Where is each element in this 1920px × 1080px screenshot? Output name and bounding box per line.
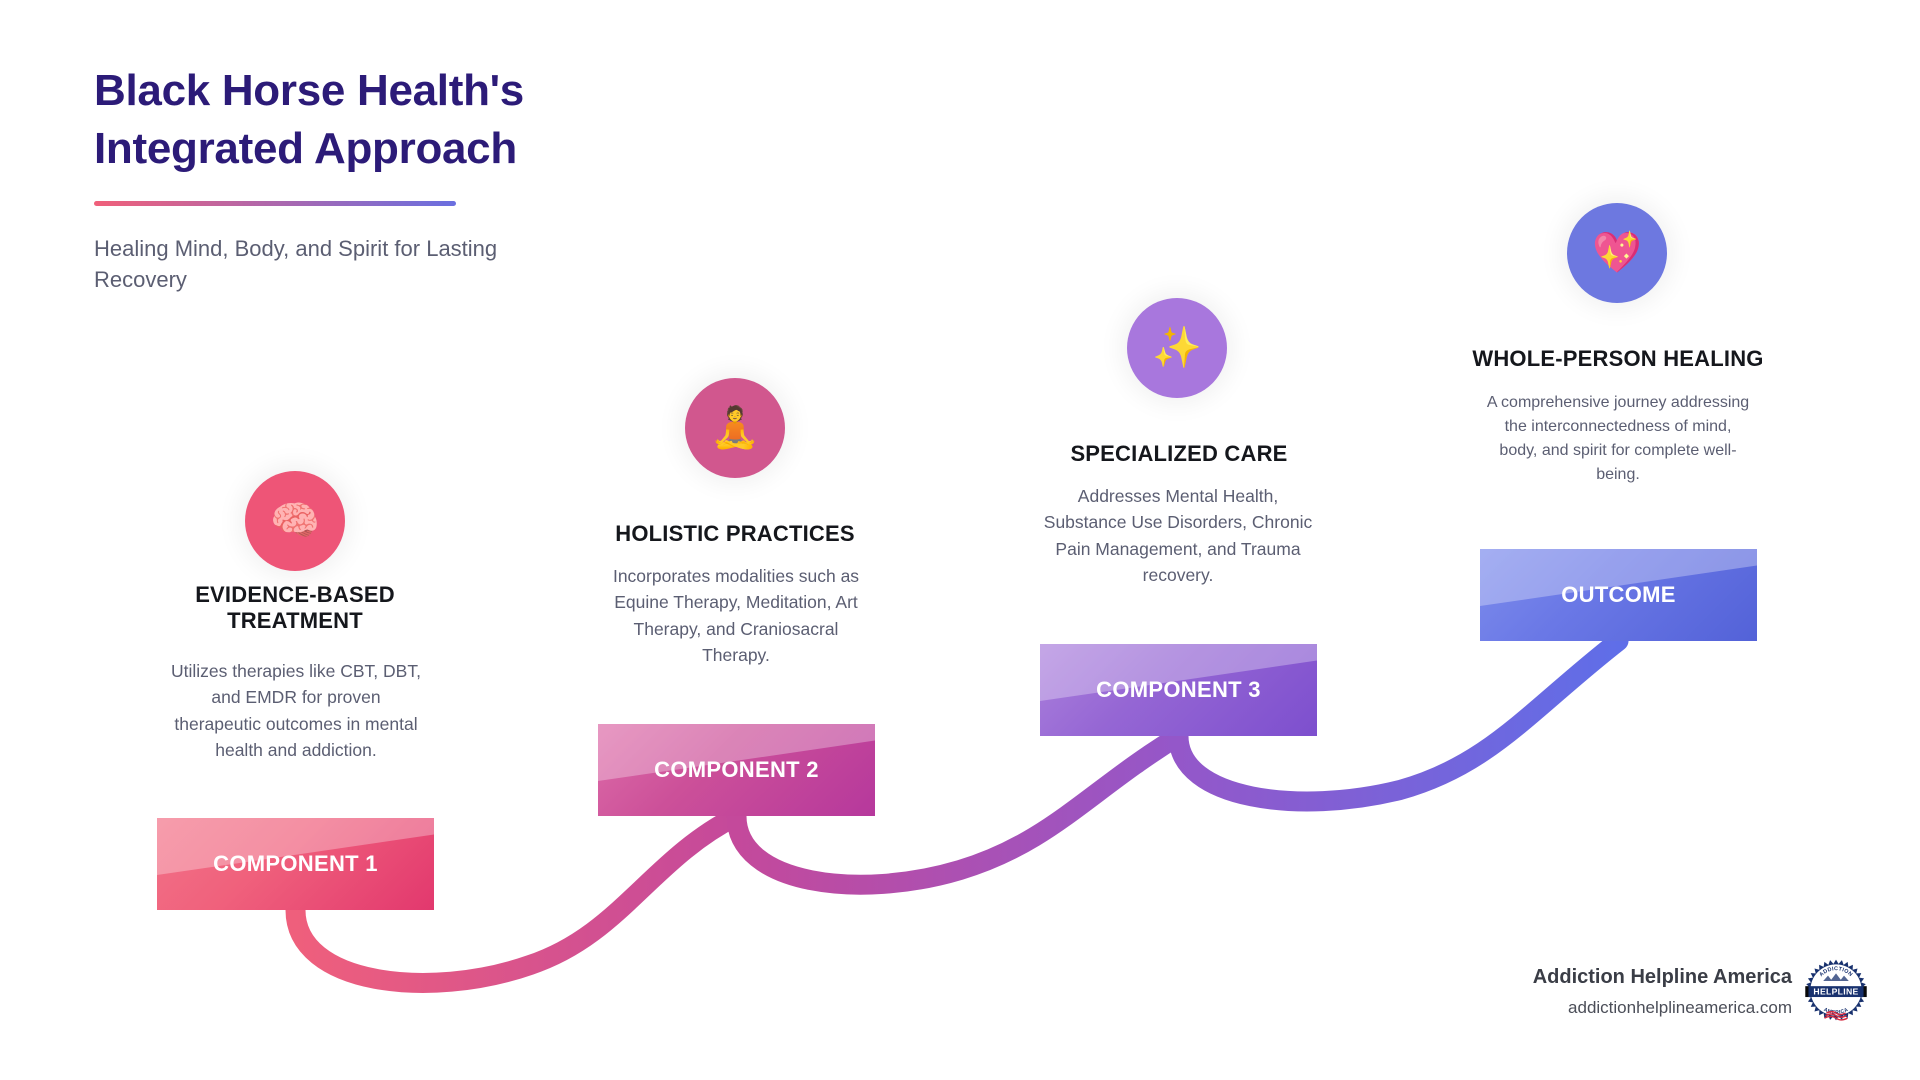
svg-text:HELPLINE: HELPLINE bbox=[1813, 986, 1858, 996]
